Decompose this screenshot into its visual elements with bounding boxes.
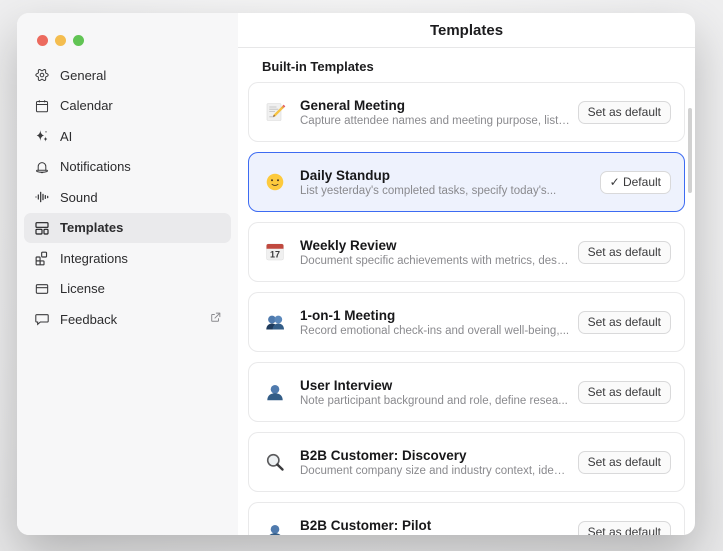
svg-text:17: 17	[270, 250, 280, 260]
